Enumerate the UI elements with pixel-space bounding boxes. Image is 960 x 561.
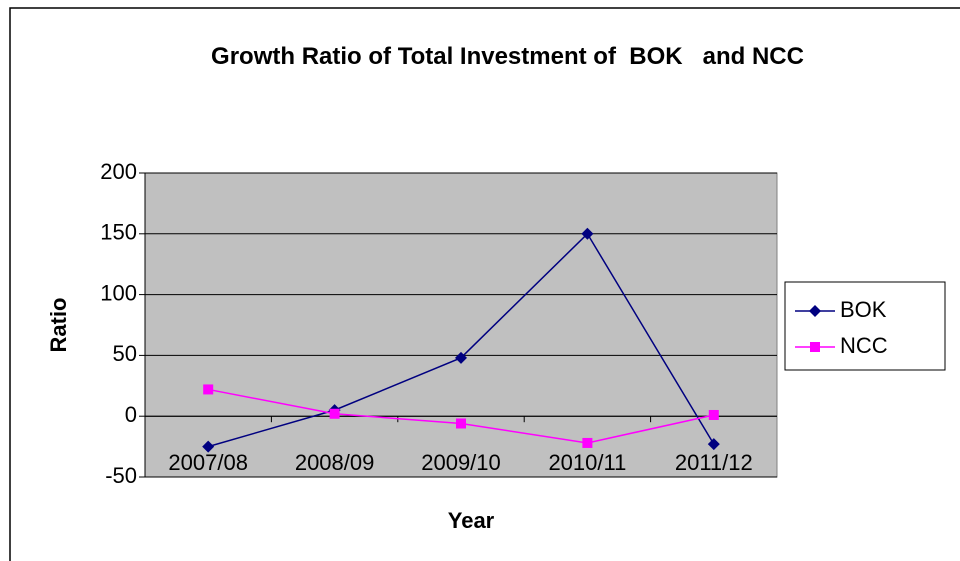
y-tick-label: 50 <box>113 341 137 366</box>
x-tick-label: 2011/12 <box>675 450 753 475</box>
x-tick-label: 2007/08 <box>168 450 248 475</box>
data-point <box>456 418 466 429</box>
chart-frame <box>9 7 960 561</box>
data-point <box>708 409 719 420</box>
legend-label: NCC <box>840 333 888 358</box>
chart-title: Growth Ratio of Total Investment of BOK … <box>211 43 804 70</box>
data-point <box>707 438 720 451</box>
legend-marker <box>810 342 820 352</box>
legend-marker <box>809 305 821 317</box>
data-point <box>329 408 340 419</box>
legend-label: BOK <box>840 297 887 322</box>
x-tick-label: 2009/10 <box>421 450 501 475</box>
data-point <box>455 351 467 364</box>
data-point <box>202 440 215 453</box>
plot-area <box>144 172 778 478</box>
data-point <box>582 437 593 448</box>
y-tick-label: -50 <box>105 463 137 488</box>
x-axis-label: Year <box>448 508 495 533</box>
y-tick-label: 150 <box>100 220 137 245</box>
y-tick-label: 0 <box>125 402 137 427</box>
x-tick-label: 2008/09 <box>295 450 375 475</box>
y-axis-label: Ratio <box>46 298 71 353</box>
y-tick-label: 200 <box>100 159 137 184</box>
data-point <box>581 227 594 240</box>
legend-box <box>784 281 946 371</box>
y-tick-label: 100 <box>100 280 137 305</box>
x-tick-label: 2010/11 <box>548 450 626 475</box>
data-point <box>203 384 214 395</box>
